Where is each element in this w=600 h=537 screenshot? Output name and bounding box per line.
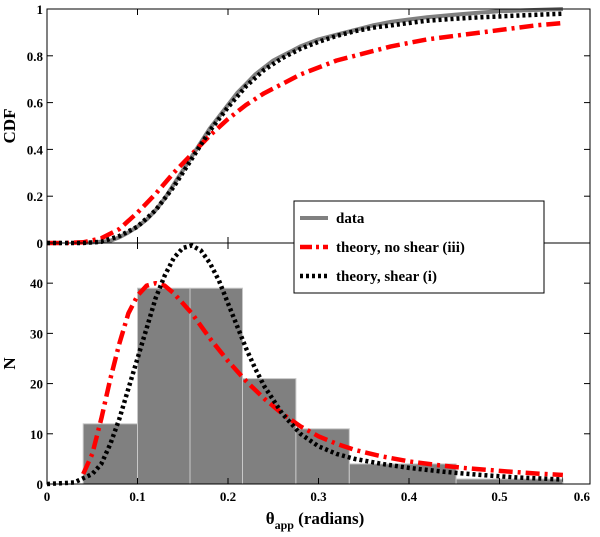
cdf-y-axis-label: CDF <box>0 109 19 144</box>
cdf-ticks: 0 0.2 0.4 0.6 0.8 1 <box>27 2 591 251</box>
histogram-bar-4 <box>242 378 297 485</box>
histogram-xtick-label: 0.1 <box>129 489 145 504</box>
cdf-panel: 0 0.2 0.4 0.6 0.8 1 CDF <box>0 2 591 251</box>
histogram-xtick-label: 0.5 <box>491 489 508 504</box>
cdf-ytick-label: 0.2 <box>27 189 43 204</box>
legend-label-1: data <box>336 211 365 227</box>
histogram-xtick-label: 0.4 <box>401 489 418 504</box>
histogram-x-axis-label: θapp (radians) <box>266 509 365 532</box>
cdf-series-theory-no-shear-iii <box>47 20 564 246</box>
cdf-ytick-label: 1 <box>37 2 44 17</box>
histogram-xtick-label: 0.2 <box>220 489 236 504</box>
histogram-bar-2 <box>137 287 191 485</box>
legend-label-2: theory, no shear (iii) <box>336 240 465 256</box>
x-axis-label-subscript: app <box>275 518 295 532</box>
histogram-ytick-label: 20 <box>30 377 43 392</box>
histogram-bar-3 <box>189 287 243 485</box>
histogram-ytick-label: 10 <box>30 427 43 442</box>
cdf-ytick-label: 0 <box>37 236 44 251</box>
cdf-plot-area <box>47 7 564 246</box>
histogram-series-theory-no-shear-iii <box>81 280 564 478</box>
histogram-ticks: 0 10 20 30 40 0 0.1 0.2 0.3 0.4 0.5 0.6 <box>30 243 591 504</box>
histogram-series-theory-shear-i <box>46 243 563 487</box>
histogram-ytick-label: 30 <box>30 326 43 341</box>
histogram-ytick-label: 40 <box>30 276 43 291</box>
cdf-ytick-label: 0.4 <box>27 142 44 157</box>
histogram-xtick-label: 0.3 <box>310 489 327 504</box>
x-axis-label-unit: (radians) <box>294 509 364 528</box>
histogram-xtick-label: 0.6 <box>574 489 591 504</box>
legend: data theory, no shear (iii) theory, shear … <box>293 200 545 294</box>
histogram-xtick-label: 0 <box>44 489 51 504</box>
cdf-series-theory-shear-i <box>47 11 563 246</box>
cdf-ytick-label: 0.8 <box>27 49 44 64</box>
x-axis-label-symbol: θ <box>266 509 275 528</box>
histogram-ytick-label: 0 <box>37 477 44 492</box>
histogram-y-axis-label: N <box>0 357 19 370</box>
cdf-ytick-label: 0.6 <box>27 96 44 111</box>
histogram-panel: 0 10 20 30 40 0 0.1 0.2 0.3 0.4 0.5 0.6 N θapp (rad… <box>0 242 591 532</box>
legend-label-3: theory, shear (i) <box>336 269 437 285</box>
legend-box <box>293 200 545 294</box>
histogram-plot-area <box>46 243 564 487</box>
